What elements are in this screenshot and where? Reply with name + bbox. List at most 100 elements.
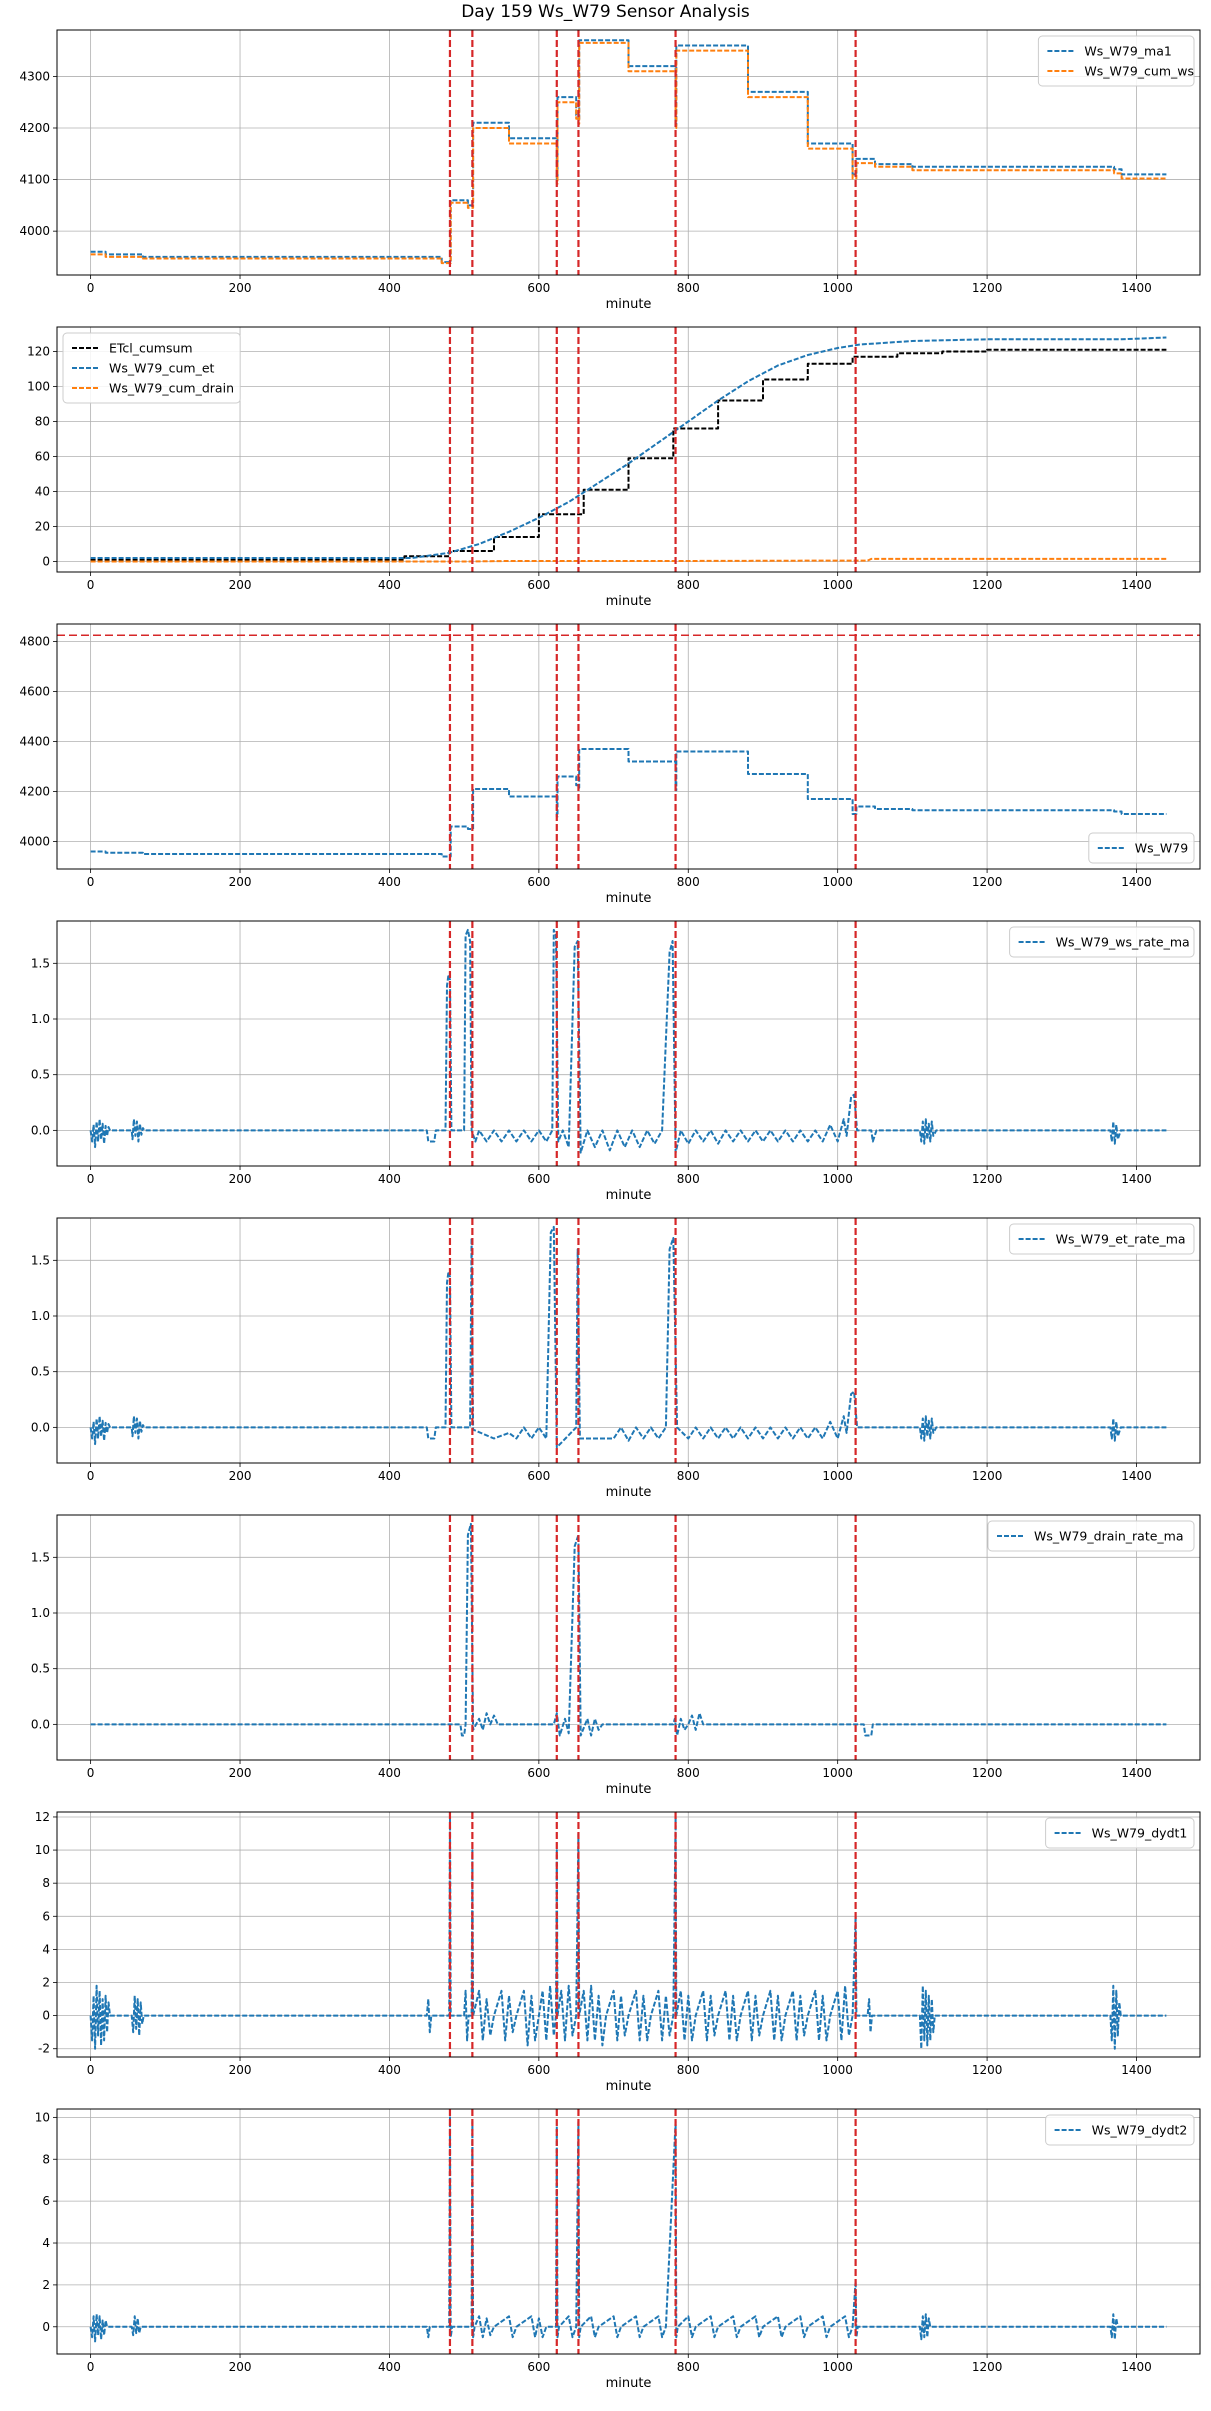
x-tick-label: 1000 [822, 281, 853, 295]
subplot-2: 0 200 400 600 800 1000 1200 1400 0 20 40 60 80 100 120… [27, 326, 1201, 609]
x-axis-label: minute [606, 297, 652, 312]
x-tick-label: 0 [87, 1766, 95, 1780]
x-tick-label: 0 [87, 281, 95, 295]
x-tick-label: 1200 [972, 1766, 1003, 1780]
x-tick-label: 1200 [972, 578, 1003, 592]
plot-area [89, 2109, 1167, 2354]
x-axis-label: minute [606, 2079, 652, 2094]
y-tick-label: 0.5 [31, 1365, 50, 1379]
y-tick-label: 80 [35, 415, 50, 429]
legend: Ws_W79_et_rate_ma [1009, 1223, 1195, 1255]
x-tick-label: 1400 [1121, 875, 1152, 889]
x-tick-label: 200 [229, 578, 252, 592]
y-tick-label: 6 [42, 2194, 50, 2208]
legend-label: Ws_W79_et_rate_ma [1056, 1232, 1186, 1247]
y-tick-label: 4000 [19, 835, 50, 849]
subplot-4: 0 200 400 600 800 1000 1200 1400 0.0 0.5 1.0 1.5 min… [31, 920, 1201, 1203]
x-axis-label: minute [606, 1782, 652, 1797]
y-tick-label: 4200 [19, 785, 50, 799]
series-line-Ws_W79_ws_rate_ma [89, 928, 1167, 1154]
x-tick-label: 800 [677, 2063, 700, 2077]
x-tick-label: 1400 [1121, 1469, 1152, 1483]
y-tick-label: 10 [35, 1843, 50, 1857]
x-tick-label: 0 [87, 1172, 95, 1186]
legend: Ws_W79_ma1 Ws_W79_cum_ws [1037, 35, 1195, 87]
x-tick-label: 1400 [1121, 281, 1152, 295]
x-tick-label: 1000 [822, 2360, 853, 2374]
x-tick-label: 1200 [972, 875, 1003, 889]
axes-frame [56, 1514, 1201, 1761]
y-tick-label: -2 [38, 2042, 50, 2056]
y-tick-label: 4300 [19, 69, 50, 83]
x-tick-label: 0 [87, 1469, 95, 1483]
x-tick-label: 1000 [822, 875, 853, 889]
legend-label: Ws_W79_dydt1 [1092, 1826, 1188, 1841]
y-tick-label: 12 [35, 1810, 50, 1824]
y-tick-label: 0.0 [31, 1123, 50, 1137]
x-tick-label: 400 [378, 1766, 401, 1780]
x-tick-label: 1000 [822, 2063, 853, 2077]
x-tick-label: 1000 [822, 1469, 853, 1483]
legend-label: Ws_W79_cum_ws [1084, 64, 1194, 79]
x-tick-label: 600 [527, 2360, 550, 2374]
y-tick-label: 4100 [19, 173, 50, 187]
x-tick-label: 600 [527, 2063, 550, 2077]
x-tick-label: 200 [229, 1469, 252, 1483]
legend-box [1037, 35, 1195, 87]
x-tick-label: 1400 [1121, 1172, 1152, 1186]
legend-label: Ws_W79_dydt2 [1092, 2123, 1188, 2138]
x-tick-label: 0 [87, 2063, 95, 2077]
legend-label: Ws_W79_drain_rate_ma [1034, 1529, 1184, 1544]
y-tick-label: 8 [42, 1876, 50, 1890]
x-tick-label: 1400 [1121, 2360, 1152, 2374]
legend: ETcl_cumsum Ws_W79_cum_et Ws_W79_cum_drain [62, 332, 241, 404]
x-tick-label: 600 [527, 1766, 550, 1780]
axes-frame [56, 2108, 1201, 2355]
y-tick-label: 1.0 [31, 1606, 50, 1620]
subplot-1: 0 200 400 600 800 1000 1200 1400 4000 4100 4200 430… [19, 29, 1201, 312]
y-tick-label: 4 [42, 1942, 50, 1956]
x-tick-label: 800 [677, 2360, 700, 2374]
x-tick-label: 800 [677, 1469, 700, 1483]
x-tick-label: 200 [229, 1172, 252, 1186]
plot-area [89, 1218, 1167, 1463]
legend-label: Ws_W79_ma1 [1084, 44, 1171, 59]
legend-box [62, 332, 241, 404]
x-tick-label: 1400 [1121, 578, 1152, 592]
y-tick-label: 1.5 [31, 956, 50, 970]
y-tick-label: 6 [42, 1909, 50, 1923]
series-line-Ws_W79_cum_ws [90, 41, 1167, 265]
series-line-ETcl_cumsum [90, 348, 1167, 561]
y-tick-label: 20 [35, 520, 50, 534]
axes-frame [56, 1811, 1201, 2058]
y-tick-label: 8 [42, 2152, 50, 2166]
y-tick-label: 100 [27, 380, 50, 394]
x-tick-label: 1400 [1121, 1766, 1152, 1780]
plot-area [90, 1515, 1167, 1760]
x-tick-label: 800 [677, 281, 700, 295]
y-tick-label: 2 [42, 2278, 50, 2292]
x-tick-label: 600 [527, 1172, 550, 1186]
x-tick-label: 1000 [822, 1766, 853, 1780]
legend: Ws_W79_drain_rate_ma [987, 1520, 1195, 1552]
y-tick-label: 1.5 [31, 1253, 50, 1267]
y-tick-label: 120 [27, 345, 50, 359]
y-tick-label: 4800 [19, 635, 50, 649]
x-tick-label: 400 [378, 875, 401, 889]
x-tick-label: 800 [677, 1172, 700, 1186]
x-tick-label: 600 [527, 281, 550, 295]
series-line-Ws_W79 [90, 748, 1167, 858]
x-tick-label: 800 [677, 578, 700, 592]
x-tick-label: 400 [378, 281, 401, 295]
y-tick-label: 0.0 [31, 1420, 50, 1434]
x-tick-label: 1200 [972, 2360, 1003, 2374]
series-line-Ws_W79_drain_rate_ma [90, 1522, 1167, 1737]
x-tick-label: 400 [378, 578, 401, 592]
subplot-7: 0 200 400 600 800 1000 1200 1400 -2 0 2 4 6 8 10 12 minu… [35, 1810, 1201, 2094]
x-tick-label: 600 [527, 1469, 550, 1483]
plot-area [57, 624, 1200, 869]
subplot-5: 0 200 400 600 800 1000 1200 1400 0.0 0.5 1.0 1.5 min… [31, 1217, 1201, 1500]
y-tick-label: 1.0 [31, 1012, 50, 1026]
y-tick-label: 0 [42, 2009, 50, 2023]
plot-area [90, 30, 1167, 275]
